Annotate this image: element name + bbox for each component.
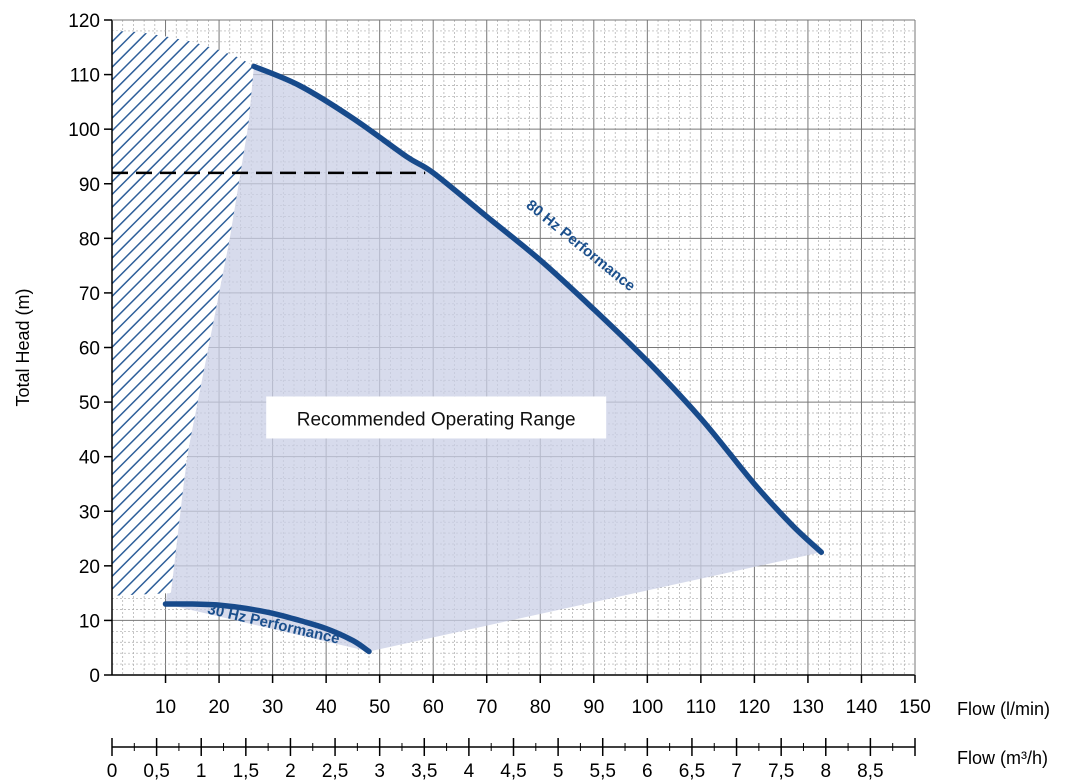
x2-tick-label: 3	[374, 761, 385, 782]
recommended-operating-range-region	[165, 66, 822, 652]
y-tick-label: 40	[79, 448, 100, 469]
x2-tick-label: 0	[107, 761, 118, 782]
y-tick-label: 80	[79, 229, 100, 250]
x2-tick-label: 2	[285, 761, 296, 782]
x-tick-label: 70	[476, 697, 497, 718]
x-tick-label: 30	[262, 697, 283, 718]
x2-tick-label: 1	[196, 761, 207, 782]
x2-tick-label: 5	[553, 761, 564, 782]
x-tick-label: 150	[899, 697, 931, 718]
x-tick-label: 140	[846, 697, 878, 718]
x-tick-label: 10	[155, 697, 176, 718]
y-tick-label: 70	[79, 284, 100, 305]
series-layer	[112, 63, 825, 655]
x-axis-title: Flow (l/min)	[957, 699, 1050, 719]
y-tick-label: 110	[70, 66, 100, 87]
region-label: Recommended Operating Range	[297, 409, 576, 430]
y-axis-title: Total Head (m)	[13, 288, 33, 406]
x2-tick-label: 4	[464, 761, 475, 782]
x2-tick-label: 1,5	[233, 761, 259, 782]
x2-tick-label: 8,5	[857, 761, 883, 782]
x2-tick-label: 0,5	[143, 761, 169, 782]
y-tick-label: 50	[79, 393, 100, 414]
x2-tick-label: 8	[820, 761, 831, 782]
x-tick-label: 60	[423, 697, 444, 718]
y-tick-label: 120	[68, 11, 100, 32]
x-tick-label: 110	[686, 697, 716, 718]
y-tick-label: 90	[79, 175, 100, 196]
x-tick-label: 20	[208, 697, 229, 718]
series-line-30hz	[162, 601, 372, 655]
x-tick-label: 100	[631, 697, 663, 718]
y-tick-label: 100	[68, 120, 100, 141]
x-tick-label: 90	[583, 697, 604, 718]
x-tick-label: 130	[792, 697, 824, 718]
x2-tick-label: 5,5	[590, 761, 616, 782]
x2-axis-title: Flow (m³/h)	[957, 748, 1048, 768]
region-label-background	[266, 396, 607, 439]
y-tick-label: 10	[79, 611, 100, 632]
x-tick-label: 50	[369, 697, 390, 718]
x2-tick-label: 3,5	[411, 761, 437, 782]
x2-tick-label: 7	[731, 761, 742, 782]
regions	[112, 30, 822, 652]
x2-tick-label: 7,5	[768, 761, 794, 782]
x-tick-label: 120	[739, 697, 771, 718]
y-tick-label: 60	[79, 339, 100, 360]
x-tick-label: 40	[316, 697, 337, 718]
series-line-80hz	[251, 63, 825, 555]
x2-tick-label: 6	[642, 761, 653, 782]
y-tick-label: 20	[79, 557, 100, 578]
y-tick-label: 30	[79, 502, 100, 523]
x-tick-label: 80	[530, 697, 551, 718]
y-tick-label: 0	[89, 666, 100, 687]
x2-tick-label: 6,5	[679, 761, 705, 782]
x2-tick-label: 4,5	[500, 761, 526, 782]
x2-tick-label: 2,5	[322, 761, 348, 782]
